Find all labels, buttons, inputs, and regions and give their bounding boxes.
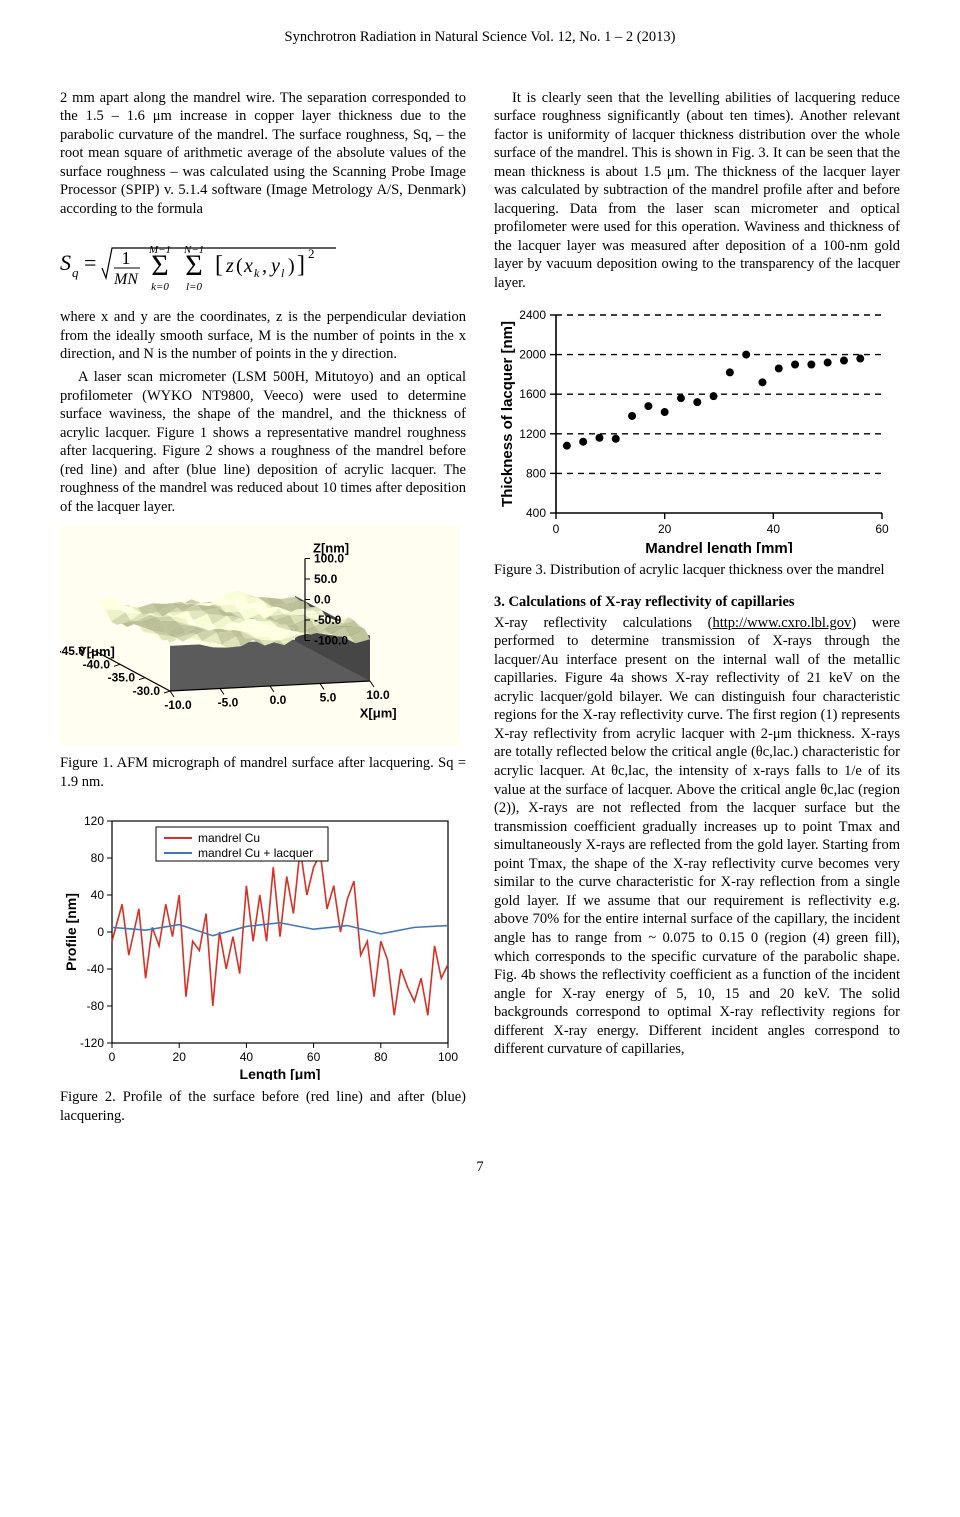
svg-text:mandrel Cu: mandrel Cu [198,831,260,845]
svg-text:-50.0: -50.0 [314,613,342,627]
svg-text:60: 60 [307,1050,321,1064]
svg-text:40: 40 [767,522,781,536]
svg-text:-40.0: -40.0 [83,658,111,672]
svg-text:-80: -80 [87,999,105,1013]
svg-text:(: ( [236,255,243,277]
svg-text:x: x [243,255,253,277]
svg-text:S: S [60,250,71,275]
svg-text:-10.0: -10.0 [164,698,192,712]
svg-text:0.0: 0.0 [314,593,331,607]
svg-text:5.0: 5.0 [320,691,337,705]
right-column: It is clearly seen that the levelling ab… [494,89,900,1140]
svg-text:X[μm]: X[μm] [360,706,397,721]
figure-3: 400 800 1200 1600 2000 2400 0 20 40 60 Mandrel len… [494,303,900,553]
svg-text:0.0: 0.0 [270,693,287,707]
svg-text:k: k [254,266,260,280]
svg-text:10.0: 10.0 [366,688,390,702]
svg-text:40: 40 [240,1050,254,1064]
svg-text:Mandrel length [mm]: Mandrel length [mm] [645,540,793,553]
svg-text:2: 2 [308,246,315,261]
svg-text:2000: 2000 [519,347,546,361]
right-para-1: It is clearly seen that the levelling ab… [494,89,900,293]
afm-3d-plot: -10.0 -5.0 0.0 5.0 10.0 X[μm] -30.0-35.0-40.0 -… [60,526,460,746]
svg-text:M−1: M−1 [148,244,171,256]
svg-text:Length [μm]: Length [μm] [240,1066,321,1080]
svg-text:mandrel Cu + lacquer: mandrel Cu + lacquer [198,846,313,860]
svg-text:-30.0: -30.0 [133,684,161,698]
figure-2-caption: Figure 2. Profile of the surface before … [60,1088,466,1125]
svg-text:[: [ [215,252,223,278]
svg-text:0: 0 [97,925,104,939]
svg-text:1: 1 [122,248,131,268]
svg-text:-100.0: -100.0 [314,634,348,648]
left-column: 2 mm apart along the mandrel wire. The s… [60,89,466,1140]
svg-text:80: 80 [374,1050,388,1064]
svg-text:Z[nm]: Z[nm] [313,541,349,556]
svg-text:l: l [281,266,285,280]
figure-1-caption: Figure 1. AFM micrograph of mandrel surf… [60,754,466,791]
svg-text:80: 80 [91,851,105,865]
svg-text:=: = [84,250,96,275]
svg-text:,: , [262,255,267,277]
svg-text:Thickness of lacquer [nm]: Thickness of lacquer [nm] [499,321,516,507]
svg-text:1600: 1600 [519,387,546,401]
figure-2: 0 20 40 60 80 100 -120 -80 -40 0 40 80 120 Length [μm… [60,805,466,1080]
svg-text:0: 0 [553,522,560,536]
svg-text:50.0: 50.0 [314,572,338,586]
svg-text:]: ] [297,252,305,278]
svg-text:800: 800 [526,466,546,480]
svg-text:y: y [269,255,280,277]
figure-1: -10.0 -5.0 0.0 5.0 10.0 X[μm] -30.0-35.0-40.0 -… [60,526,466,746]
svg-text:120: 120 [84,814,104,828]
svg-text:400: 400 [526,506,546,520]
p2-text-a: X-ray reflectivity calculations ( [494,615,713,631]
profile-line-chart: 0 20 40 60 80 100 -120 -80 -40 0 40 80 120 Length [μm… [60,805,460,1080]
thickness-scatter-chart: 400 800 1200 1600 2000 2400 0 20 40 60 Mandrel len… [494,303,894,553]
figure-3-caption: Figure 3. Distribution of acrylic lacque… [494,561,900,580]
left-para-1: 2 mm apart along the mandrel wire. The s… [60,89,466,219]
two-column-layout: 2 mm apart along the mandrel wire. The s… [60,89,900,1140]
svg-text:Y[μm]: Y[μm] [78,644,115,659]
svg-text:-120: -120 [80,1036,104,1050]
svg-text:l=0: l=0 [186,281,202,293]
svg-text:-5.0: -5.0 [218,696,239,710]
left-para-3: A laser scan micrometer (LSM 500H, Mitut… [60,368,466,516]
svg-text:N−1: N−1 [183,244,204,256]
svg-text:0: 0 [109,1050,116,1064]
svg-text:-35.0: -35.0 [108,671,136,685]
sq-formula-svg: S q = 1 MN Σ M−1 k=0 Σ N−1 l=0 [ z [60,230,340,294]
svg-text:): ) [288,255,295,277]
svg-text:-40: -40 [87,962,105,976]
svg-text:MN: MN [113,271,139,288]
svg-text:60: 60 [875,522,889,536]
page-number: 7 [60,1158,900,1177]
journal-header: Synchrotron Radiation in Natural Science… [60,28,900,47]
cxro-link[interactable]: http://www.cxro.lbl.gov [713,615,852,631]
svg-text:Profile [nm]: Profile [nm] [63,894,79,972]
formula-sq: S q = 1 MN Σ M−1 k=0 Σ N−1 l=0 [ z [60,230,466,294]
right-para-2: X-ray reflectivity calculations (http://… [494,614,900,1059]
svg-text:q: q [72,265,79,280]
svg-text:1200: 1200 [519,426,546,440]
section-3-heading: 3. Calculations of X-ray reflectivity of… [494,593,900,612]
svg-text:k=0: k=0 [151,281,169,293]
svg-text:2400: 2400 [519,308,546,322]
svg-text:20: 20 [173,1050,187,1064]
svg-text:40: 40 [91,888,105,902]
svg-text:20: 20 [658,522,672,536]
svg-text:z: z [225,255,234,277]
svg-text:100: 100 [438,1050,458,1064]
p2-text-b: ) were performed to determine transmissi… [494,615,900,1058]
left-para-2: where x and y are the coordinates, z is … [60,308,466,364]
